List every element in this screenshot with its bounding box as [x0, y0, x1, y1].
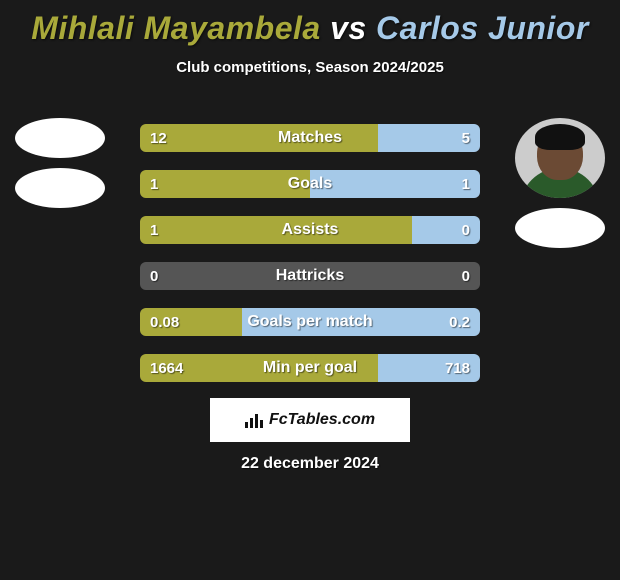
- stat-left-value: 0.08: [140, 308, 242, 336]
- attribution: FcTables.com: [210, 398, 410, 442]
- stat-row: 125Matches: [140, 124, 480, 152]
- title-vs: vs: [330, 10, 367, 46]
- player2-club-placeholder: [515, 208, 605, 248]
- content: Mihlali Mayambela vs Carlos Junior Club …: [0, 0, 620, 580]
- avatar-hair: [535, 124, 585, 150]
- stat-left-value: 1: [140, 216, 412, 244]
- page-title: Mihlali Mayambela vs Carlos Junior: [0, 0, 620, 47]
- stat-left-value: 1: [140, 170, 310, 198]
- stat-left-value: 0: [140, 262, 310, 290]
- stat-right-value: 1: [310, 170, 480, 198]
- player2-avatar: [515, 118, 605, 198]
- stat-left-value: 12: [140, 124, 378, 152]
- stat-right-value: 0: [412, 216, 480, 244]
- stat-rows: 125Matches 11Goals 10Assists 00Hattricks 0.0…: [140, 124, 480, 400]
- stat-row: 00Hattricks: [140, 262, 480, 290]
- player1-club-placeholder: [15, 168, 105, 208]
- stat-row: 10Assists: [140, 216, 480, 244]
- stat-row: 0.080.2Goals per match: [140, 308, 480, 336]
- avatars-left: [10, 118, 110, 218]
- stat-right-value: 0.2: [242, 308, 480, 336]
- stat-right-value: 718: [378, 354, 480, 382]
- attribution-text: FcTables.com: [269, 411, 375, 429]
- stat-right-value: 0: [310, 262, 480, 290]
- subtitle: Club competitions, Season 2024/2025: [0, 59, 620, 76]
- avatars-right: [510, 118, 610, 258]
- stat-row: 1664718Min per goal: [140, 354, 480, 382]
- title-player1: Mihlali Mayambela: [31, 10, 320, 46]
- stat-left-value: 1664: [140, 354, 378, 382]
- title-player2: Carlos Junior: [376, 10, 589, 46]
- stat-row: 11Goals: [140, 170, 480, 198]
- stat-right-value: 5: [378, 124, 480, 152]
- player1-avatar-placeholder: [15, 118, 105, 158]
- date: 22 december 2024: [0, 455, 620, 473]
- chart-icon: [245, 412, 263, 428]
